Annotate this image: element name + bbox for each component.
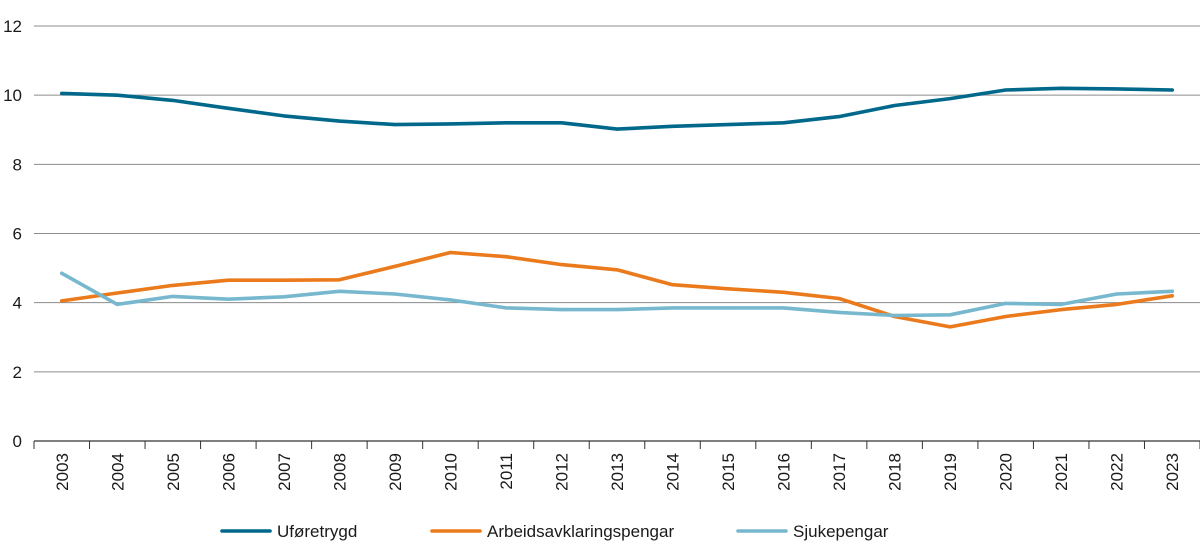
data-point [670, 283, 675, 287]
data-point [559, 121, 564, 125]
data-point [337, 278, 341, 282]
data-point [781, 121, 786, 125]
legend-label-1: Arbeidsavklaringspengar [487, 522, 674, 541]
data-point [226, 106, 230, 110]
x-tick-label: 2008 [330, 453, 349, 491]
x-tick-label: 2017 [830, 453, 849, 491]
data-point [115, 302, 119, 306]
x-tick-label: 2013 [608, 453, 627, 491]
x-tick-label: 2003 [53, 453, 72, 491]
x-tick-label: 2021 [1052, 453, 1071, 491]
data-point [393, 292, 397, 296]
data-point [948, 97, 952, 101]
x-tick-label: 2014 [664, 453, 683, 491]
data-point [837, 115, 841, 119]
x-tick-label: 2009 [386, 453, 405, 491]
data-point [948, 325, 952, 329]
data-point [393, 264, 397, 268]
data-point [781, 306, 786, 310]
data-point [726, 122, 730, 127]
data-point [670, 124, 675, 128]
data-point [726, 287, 730, 291]
data-point [115, 93, 119, 97]
data-point [781, 290, 786, 294]
data-point [393, 122, 397, 127]
x-tick-label: 2019 [941, 453, 960, 491]
data-point [171, 283, 175, 287]
x-tick-label: 2011 [497, 453, 516, 490]
data-point [282, 295, 286, 299]
data-point [337, 289, 341, 293]
data-point [1059, 86, 1063, 90]
data-point [726, 306, 730, 310]
x-tick-label: 2007 [275, 453, 294, 491]
x-tick-label: 2020 [997, 453, 1016, 491]
data-point [60, 271, 64, 275]
y-axis-tick-labels: 0 2 4 6 8 10 12 [3, 17, 22, 451]
x-tick-label: 2018 [886, 453, 905, 491]
data-point [615, 307, 619, 312]
data-point [1170, 289, 1174, 293]
data-point [337, 119, 341, 123]
data-point [615, 127, 619, 131]
x-tick-label: 2004 [108, 453, 127, 491]
y-tick-label: 10 [3, 86, 22, 105]
data-point [837, 296, 841, 301]
data-point [615, 268, 619, 272]
data-point [1170, 88, 1174, 92]
data-point [948, 313, 952, 317]
x-tick-label: 2023 [1163, 453, 1182, 491]
x-tick-label: 2022 [1108, 453, 1127, 491]
legend-label-0: Uføretrygd [277, 522, 357, 541]
x-tick-label: 2006 [219, 453, 238, 491]
data-point [1004, 301, 1008, 305]
x-tick-label: 2005 [164, 453, 183, 491]
y-tick-label: 6 [13, 225, 22, 244]
data-point [1115, 302, 1119, 306]
y-tick-label: 2 [13, 363, 22, 382]
y-tick-label: 8 [13, 155, 22, 174]
data-point [171, 98, 175, 102]
x-tick-label: 2012 [552, 453, 571, 491]
data-point [837, 310, 841, 314]
grid-lines [34, 25, 1200, 373]
y-tick-label: 12 [3, 17, 22, 36]
data-point [1004, 88, 1008, 92]
data-point [504, 121, 508, 125]
legend-label-2: Sjukepengar [793, 522, 889, 541]
data-point [226, 297, 230, 301]
data-point [282, 114, 286, 118]
data-point [1115, 87, 1119, 91]
data-point [1170, 294, 1174, 298]
data-point [115, 291, 119, 295]
data-point [1004, 314, 1008, 319]
y-tick-label: 4 [13, 294, 22, 313]
legend: Uføretrygd Arbeidsavklaringspengar Sjukepe… [220, 522, 889, 541]
data-point [282, 278, 286, 282]
data-point [559, 307, 564, 312]
data-point [504, 306, 508, 310]
data-point [448, 298, 453, 302]
data-point [559, 263, 564, 267]
data-point [60, 91, 64, 96]
x-axis: 2003 2004 2005 2006 2007 2008 2009 2010 2011 2012… [33, 440, 1200, 491]
data-point [893, 103, 897, 108]
data-point [448, 122, 453, 126]
x-tick-label: 2015 [719, 453, 738, 491]
data-point [60, 299, 64, 303]
series-lines [59, 86, 1174, 329]
x-tick-label: 2016 [775, 453, 794, 491]
data-point [1059, 307, 1063, 312]
data-point [504, 255, 508, 259]
data-point [1115, 292, 1119, 296]
x-tick-label: 2010 [441, 453, 460, 491]
data-point [226, 278, 230, 282]
data-point [893, 313, 897, 318]
data-point [171, 294, 175, 299]
data-point [1059, 302, 1063, 306]
data-point [670, 306, 675, 310]
data-point [448, 250, 453, 255]
y-tick-label: 0 [13, 432, 22, 451]
